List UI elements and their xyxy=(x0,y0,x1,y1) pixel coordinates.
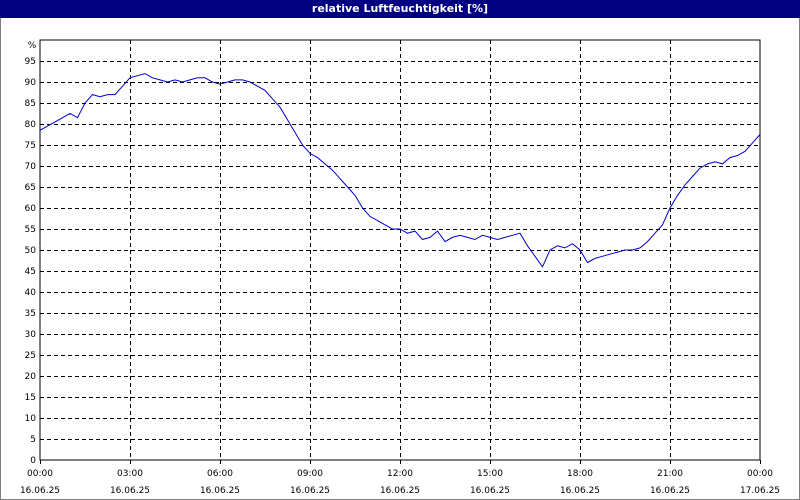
x-tick-date-label: 16.06.25 xyxy=(470,486,510,496)
x-tick-time-label: 09:00 xyxy=(297,469,323,479)
x-tick-date-label: 16.06.25 xyxy=(110,486,150,496)
x-tick-time-label: 21:00 xyxy=(657,469,683,479)
x-tick-time-label: 00:00 xyxy=(747,469,773,479)
x-tick-time-label: 00:00 xyxy=(27,469,53,479)
x-tick-time-label: 12:00 xyxy=(387,469,413,479)
y-tick-label: 40 xyxy=(25,288,37,298)
y-tick-label: 60 xyxy=(25,204,37,214)
y-tick-label: 95 xyxy=(25,57,36,67)
y-tick-label: 15 xyxy=(25,393,36,403)
x-tick-date-label: 16.06.25 xyxy=(200,486,240,496)
x-tick-time-label: 18:00 xyxy=(567,469,593,479)
vertical-gridlines xyxy=(40,40,761,464)
y-tick-label: 65 xyxy=(25,183,36,193)
y-tick-label: 10 xyxy=(25,414,37,424)
chart-title: relative Luftfeuchtigkeit [%] xyxy=(0,0,800,18)
x-tick-date-label: 16.06.25 xyxy=(20,486,60,496)
x-axis-tick-labels: 00:00 16.06.25 03:00 16.06.25 06:00 16.06.25 0… xyxy=(20,469,780,496)
y-tick-label: 50 xyxy=(25,246,37,256)
y-tick-label: 25 xyxy=(25,351,36,361)
y-tick-label: 80 xyxy=(25,120,37,130)
y-tick-label: 20 xyxy=(25,372,37,382)
horizontal-gridlines xyxy=(40,61,760,440)
humidity-series-line xyxy=(39,73,761,268)
y-tick-label: 90 xyxy=(25,78,37,88)
y-tick-label: 55 xyxy=(25,225,36,235)
y-tick-label: 30 xyxy=(25,330,37,340)
y-tick-label: 5 xyxy=(30,435,36,445)
x-tick-date-label: 16.06.25 xyxy=(380,486,420,496)
y-tick-label: 85 xyxy=(25,99,36,109)
y-tick-label: 70 xyxy=(25,162,37,172)
x-tick-time-label: 15:00 xyxy=(477,469,503,479)
x-tick-date-label: 16.06.25 xyxy=(290,486,330,496)
y-tick-label: 35 xyxy=(25,309,36,319)
x-tick-time-label: 03:00 xyxy=(117,469,143,479)
y-axis-tick-labels: 0 5 10 15 20 25 30 35 40 45 50 55 60 65 70 75 80 85 90 95 xyxy=(25,57,37,466)
x-tick-date-label: 17.06.25 xyxy=(740,486,780,496)
y-axis-unit-label: % xyxy=(28,41,37,51)
x-tick-date-label: 16.06.25 xyxy=(560,486,600,496)
x-tick-date-label: 16.06.25 xyxy=(650,486,690,496)
y-tick-label: 45 xyxy=(25,267,36,277)
y-tick-label: 0 xyxy=(30,456,36,466)
y-tick-label: 75 xyxy=(25,141,36,151)
plot-area-border xyxy=(39,39,761,461)
x-tick-time-label: 06:00 xyxy=(207,469,233,479)
